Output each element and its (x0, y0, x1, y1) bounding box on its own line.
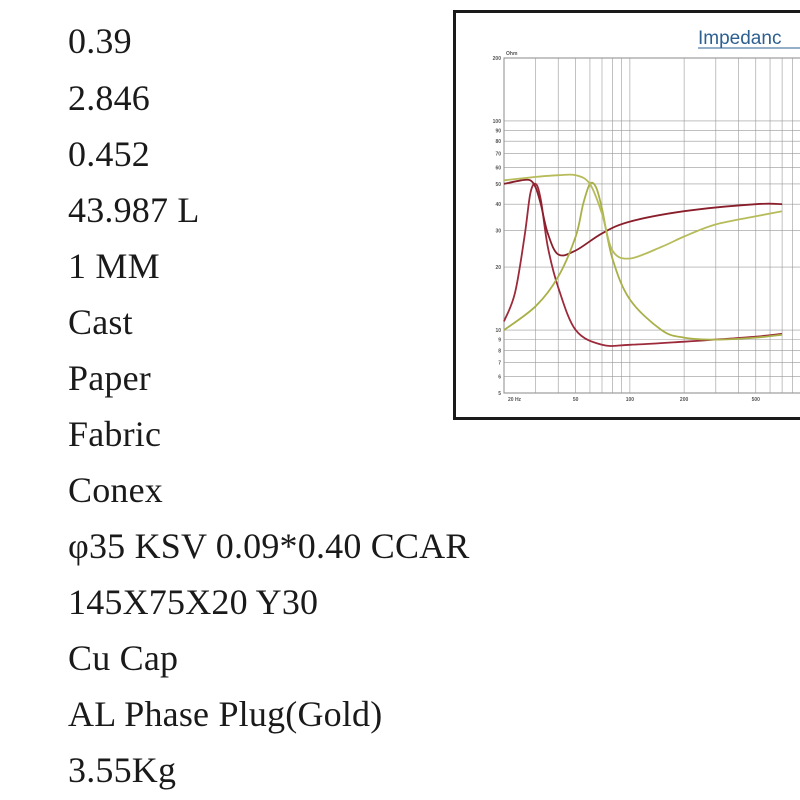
chart-series (503, 173, 783, 347)
spec-value-2: 2.846 (68, 78, 150, 118)
spec-value-8: Fabric (68, 414, 162, 454)
spec-value-10: φ35 KSV 0.09*0.40 CCAR (68, 526, 470, 566)
y-tick-label: 10 (495, 328, 501, 334)
impedance-curve-2 (503, 178, 783, 257)
x-tick-label: 200 (680, 397, 689, 403)
y-tick-label: 50 (495, 182, 501, 188)
spec-value-14: 3.55Kg (68, 750, 177, 790)
chart-grid (503, 57, 800, 394)
impedance-curve-3 (503, 181, 783, 341)
impedance-curve-1 (503, 182, 783, 347)
impedance-curve-4 (503, 173, 783, 260)
y-tick-label: 80 (495, 139, 501, 145)
y-tick-label: 7 (498, 360, 501, 366)
y-tick-label: 70 (495, 151, 501, 157)
spec-value-3: 0.452 (68, 134, 150, 174)
x-tick-label: 100 (626, 397, 635, 403)
y-tick-label: 100 (493, 119, 502, 125)
y-axis-label: Ohm (506, 51, 518, 57)
y-tick-label: 60 (495, 165, 501, 171)
impedance-chart-frame: Impedanc 200 100 90 80 70 60 50 40 30 20 10 9 8 7 6 5 Oh… (453, 10, 800, 420)
spec-value-1: 0.39 (68, 21, 132, 61)
y-tick-label: 6 (498, 374, 501, 380)
spec-value-5: 1 MM (68, 246, 160, 286)
spec-values-list: 0.39 2.846 0.452 43.987 L 1 MM Cast Pape… (68, 0, 588, 800)
y-tick-label: 40 (495, 202, 501, 208)
spec-value-6: Cast (68, 302, 133, 342)
y-tick-label: 9 (498, 338, 501, 344)
y-tick-label: 200 (493, 56, 502, 62)
y-tick-label: 30 (495, 228, 501, 234)
chart-title: Impedanc (698, 28, 781, 49)
y-tick-label: 20 (495, 265, 501, 271)
spec-value-7: Paper (68, 358, 151, 398)
spec-value-9: Conex (68, 470, 163, 510)
y-tick-label: 90 (495, 129, 501, 135)
spec-value-13: AL Phase Plug(Gold) (68, 694, 383, 734)
spec-value-12: Cu Cap (68, 638, 179, 678)
x-tick-label: 20 Hz (508, 397, 522, 403)
spec-value-4: 43.987 L (68, 190, 200, 230)
y-tick-label: 5 (498, 391, 501, 397)
chart-tick-labels: 200 100 90 80 70 60 50 40 30 20 10 9 8 7 6 5 Ohm 20 Hz 50 1… (493, 51, 761, 403)
spec-value-11: 145X75X20 Y30 (68, 582, 319, 622)
x-tick-label: 500 (752, 397, 761, 403)
y-tick-label: 8 (498, 348, 501, 354)
impedance-chart: Impedanc 200 100 90 80 70 60 50 40 30 20 10 9 8 7 6 5 Oh… (493, 28, 800, 403)
x-tick-label: 50 (573, 397, 579, 403)
